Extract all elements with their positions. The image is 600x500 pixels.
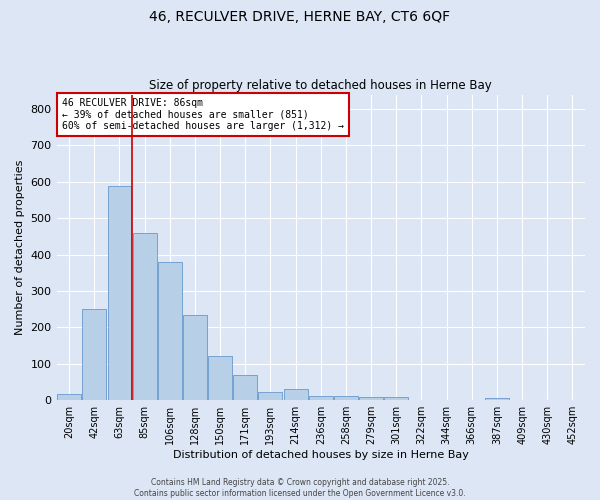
Bar	[359, 398, 383, 400]
Bar	[57, 394, 81, 400]
Bar	[485, 398, 509, 400]
Bar	[259, 392, 283, 400]
Y-axis label: Number of detached properties: Number of detached properties	[15, 160, 25, 335]
Bar	[309, 396, 333, 400]
Bar	[133, 233, 157, 400]
X-axis label: Distribution of detached houses by size in Herne Bay: Distribution of detached houses by size …	[173, 450, 469, 460]
Bar	[208, 356, 232, 400]
Bar	[183, 314, 207, 400]
Title: Size of property relative to detached houses in Herne Bay: Size of property relative to detached ho…	[149, 79, 492, 92]
Bar	[158, 262, 182, 400]
Bar	[82, 309, 106, 400]
Text: 46 RECULVER DRIVE: 86sqm
← 39% of detached houses are smaller (851)
60% of semi-: 46 RECULVER DRIVE: 86sqm ← 39% of detach…	[62, 98, 344, 131]
Bar	[233, 376, 257, 400]
Bar	[284, 390, 308, 400]
Bar	[334, 396, 358, 400]
Text: Contains HM Land Registry data © Crown copyright and database right 2025.
Contai: Contains HM Land Registry data © Crown c…	[134, 478, 466, 498]
Text: 46, RECULVER DRIVE, HERNE BAY, CT6 6QF: 46, RECULVER DRIVE, HERNE BAY, CT6 6QF	[149, 10, 451, 24]
Bar	[107, 186, 131, 400]
Bar	[385, 396, 408, 400]
